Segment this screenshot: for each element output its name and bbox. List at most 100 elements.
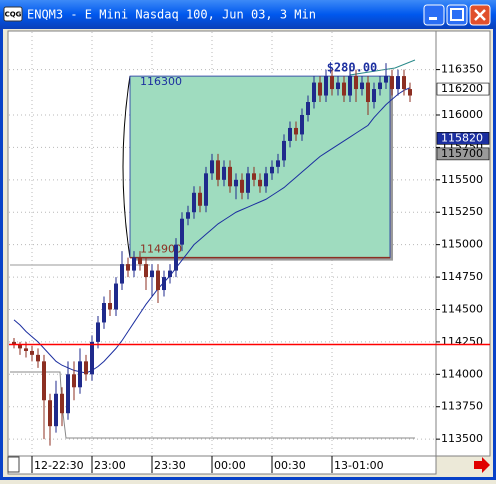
price-marker: [436, 147, 490, 161]
candle-body: [282, 140, 286, 161]
candle-body: [36, 354, 40, 362]
scroll-arrow[interactable]: [474, 457, 490, 473]
x-tick-label: 00:00: [214, 459, 246, 472]
candle-body: [42, 361, 46, 401]
x-tick-label: 13-01:00: [334, 459, 384, 472]
candle-body: [318, 82, 322, 96]
price-marker-label: 115700: [441, 147, 483, 160]
candle-body: [270, 166, 274, 174]
candle-body: [396, 76, 400, 90]
candle-body: [90, 341, 94, 375]
candle-body: [72, 374, 76, 388]
candle-body: [102, 302, 106, 323]
rectangle-top-label: 116300: [140, 75, 182, 88]
candle-body: [306, 102, 310, 115]
candle-body: [48, 400, 52, 427]
x-tick-label: 23:30: [154, 459, 186, 472]
candle-body: [186, 212, 190, 219]
candle-body: [330, 76, 334, 90]
candle-body: [162, 277, 166, 291]
price-marker-label: 115820: [441, 131, 483, 144]
candle-body: [240, 179, 244, 193]
candle-body: [78, 361, 82, 388]
candle-body: [216, 160, 220, 180]
candle-body: [138, 257, 142, 265]
plot: 116300 114900 $280.00: [9, 32, 436, 456]
candle-body: [18, 344, 22, 349]
candle-body: [402, 76, 406, 90]
candle-body: [222, 166, 226, 180]
candle-body: [60, 393, 64, 414]
app-icon-text: CQG: [5, 11, 22, 19]
price-axis: [435, 30, 491, 457]
minimize-button[interactable]: [423, 4, 445, 26]
price-marker: [436, 82, 490, 96]
candle-body: [12, 341, 16, 345]
candle-body: [348, 76, 352, 96]
candle-body: [156, 270, 160, 291]
candle-body: [144, 264, 148, 278]
x-tick-label: 00:30: [274, 459, 306, 472]
candle-body: [198, 192, 202, 206]
candle-body: [228, 166, 232, 187]
candle-body: [108, 302, 112, 310]
candle-body: [192, 192, 196, 213]
candle-body: [408, 89, 412, 96]
price-marker: [436, 132, 490, 145]
candle-body: [342, 82, 346, 96]
maximize-button[interactable]: [446, 4, 468, 26]
y-tick-label: 113750: [441, 400, 483, 413]
candle-body: [384, 76, 388, 83]
rectangle-bottom-label: 114900: [140, 243, 182, 256]
candle-body: [360, 82, 364, 90]
y-tick-label: 116000: [441, 108, 483, 121]
candle-body: [372, 89, 376, 103]
candle-body: [54, 393, 58, 427]
scroll-box[interactable]: [7, 456, 20, 473]
candle-body: [258, 179, 262, 187]
profit-label: $280.00: [327, 61, 378, 75]
title-bar: [0, 0, 496, 29]
candle-body: [288, 127, 292, 141]
app-icon: [3, 6, 23, 22]
candle-body: [132, 257, 136, 271]
candle-body: [24, 348, 28, 351]
candle-body: [276, 160, 280, 167]
y-tick-label: 114750: [441, 270, 483, 283]
candle-body: [168, 270, 172, 278]
candle-body: [366, 82, 370, 103]
candle-body: [246, 173, 250, 193]
candle-body: [324, 76, 328, 96]
rectangle: [129, 75, 391, 259]
candle-body: [84, 361, 88, 375]
y-tick-label: 113500: [441, 432, 483, 445]
candle-body: [174, 244, 178, 271]
candle-body: [390, 76, 394, 90]
candle-body: [300, 114, 304, 135]
candle-body: [312, 82, 316, 103]
y-tick-label: 115000: [441, 238, 483, 251]
candle-body: [378, 82, 382, 90]
price-marker-label: 116200: [441, 82, 483, 95]
y-tick-label: 114250: [441, 335, 483, 348]
candle-body: [252, 173, 256, 180]
rectangle-bracket: [122, 76, 131, 258]
y-tick-label: 115500: [441, 173, 483, 186]
window-title: ENQM3 - E Mini Nasdaq 100, Jun 03, 3 Min: [27, 8, 316, 22]
candle-body: [30, 350, 34, 355]
candle-body: [354, 76, 358, 90]
candle-body: [180, 218, 184, 245]
candle-body: [114, 283, 118, 310]
close-button[interactable]: [469, 4, 491, 26]
y-tick-label: 114000: [441, 367, 483, 380]
candle-body: [204, 173, 208, 206]
candle-body: [336, 82, 340, 90]
y-tick-label: 114500: [441, 302, 483, 315]
candle-body: [150, 270, 154, 278]
candle-body: [120, 264, 124, 284]
candle-body: [96, 322, 100, 342]
candle-body: [294, 127, 298, 135]
y-tick-label: 115250: [441, 205, 483, 218]
y-tick-label: 116350: [441, 63, 483, 76]
